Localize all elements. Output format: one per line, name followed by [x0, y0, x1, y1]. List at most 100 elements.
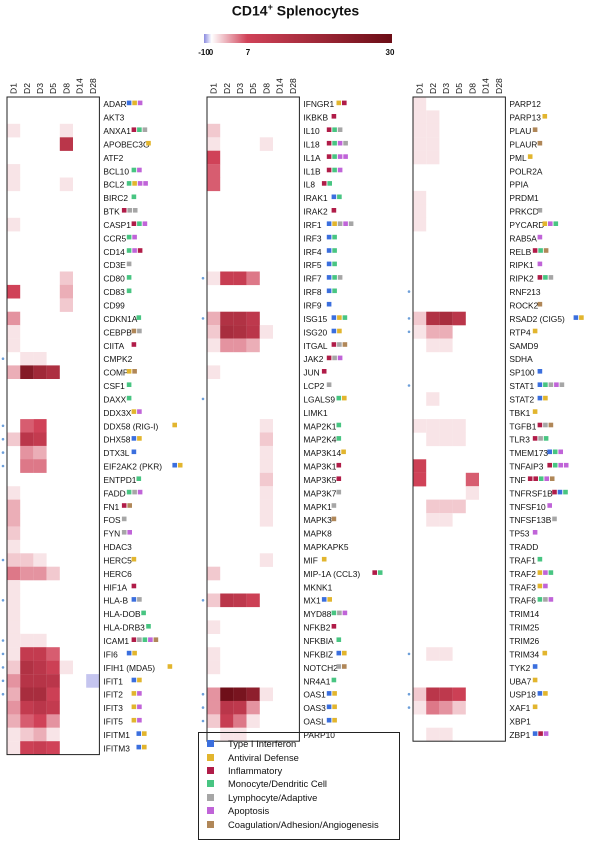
- category-marker: [332, 717, 337, 723]
- heat-cell: [413, 419, 427, 433]
- legend-label: Antiviral Defense: [228, 751, 299, 763]
- gene-label: IKBKB: [303, 113, 328, 123]
- gene-label: TNFSF10: [509, 502, 546, 512]
- heat-cell: [7, 660, 21, 675]
- significance-dot: [1, 639, 5, 642]
- category-marker: [337, 167, 343, 173]
- category-marker: [142, 731, 147, 736]
- heat-cell: [46, 727, 60, 742]
- category-marker: [537, 140, 543, 146]
- heat-cell: [246, 687, 260, 702]
- heat-cell: [233, 687, 247, 702]
- gene-label: MX1: [303, 596, 321, 606]
- heat-cell: [426, 110, 440, 124]
- column-label: D1: [415, 83, 425, 94]
- heat-cell: [20, 633, 34, 648]
- heat-cell: [452, 700, 466, 715]
- gene-label: TRAF6: [509, 596, 536, 606]
- gene-label: TBK1: [509, 408, 530, 418]
- category-marker: [537, 556, 543, 562]
- gene-label: TRIM34: [509, 649, 539, 659]
- category-marker: [326, 382, 332, 387]
- heat-cell: [413, 325, 427, 339]
- column-label: D14: [75, 78, 85, 94]
- category-marker: [121, 208, 127, 213]
- category-marker: [532, 248, 538, 253]
- gene-label: DTX3L: [103, 448, 129, 458]
- category-marker: [137, 691, 142, 696]
- category-marker: [137, 248, 143, 253]
- heat-cell: [7, 123, 21, 138]
- gene-label: TRAF1: [509, 556, 536, 566]
- heat-cell: [33, 633, 47, 648]
- category-marker: [343, 154, 348, 159]
- gene-label: ISG15: [303, 314, 327, 324]
- category-marker: [343, 221, 348, 226]
- gene-label: MAP3K14: [303, 448, 341, 458]
- category-marker: [137, 489, 143, 495]
- heat-cell: [259, 445, 273, 460]
- heat-cell: [259, 419, 273, 433]
- gene-label: TNF: [509, 475, 525, 485]
- category-marker: [337, 127, 343, 132]
- gene-label: TRADD: [509, 542, 538, 552]
- gene-label: USP18: [509, 690, 536, 700]
- heat-cell: [426, 150, 440, 165]
- gene-label: DDX3X: [103, 408, 131, 418]
- heat-cell: [207, 620, 221, 634]
- gene-label: ADAR: [103, 99, 126, 109]
- heat-cell: [413, 97, 427, 111]
- gene-label: IRF8: [303, 287, 321, 297]
- legend-label: Lymphocyte/Adaptive: [228, 791, 318, 803]
- category-marker: [557, 489, 563, 495]
- heat-cell: [207, 647, 221, 661]
- gene-label: IFITM3: [103, 743, 130, 753]
- gene-label: ZBP1: [509, 730, 530, 740]
- category-marker: [331, 342, 337, 347]
- column-label: D5: [248, 83, 258, 94]
- category-marker: [136, 744, 142, 750]
- heat-cell: [207, 687, 221, 702]
- category-marker: [132, 234, 137, 240]
- category-marker: [543, 395, 548, 401]
- heat-cell: [220, 593, 234, 608]
- category-marker: [326, 355, 332, 361]
- heat-cell: [207, 593, 221, 608]
- gene-label: IL8: [303, 180, 315, 190]
- gene-label: TLR3: [509, 435, 530, 445]
- category-marker: [527, 476, 533, 481]
- heat-cell: [7, 714, 21, 728]
- heat-cell: [59, 271, 73, 286]
- heat-cell: [439, 432, 453, 447]
- gene-label: TNFAIP3: [509, 462, 543, 472]
- category-marker: [337, 610, 342, 616]
- gene-label: BCL10: [103, 166, 129, 176]
- heat-cell: [59, 137, 73, 151]
- category-marker: [579, 315, 584, 320]
- heat-cell: [452, 687, 466, 702]
- significance-dot: [407, 384, 411, 387]
- category-marker: [326, 154, 332, 159]
- category-marker: [332, 288, 337, 294]
- gene-label: RAB5A: [509, 233, 537, 243]
- category-marker: [343, 140, 348, 146]
- significance-dot: [1, 451, 5, 454]
- gene-label: FOS: [103, 515, 121, 525]
- gene-label: HDAC3: [103, 542, 132, 552]
- heat-cell: [439, 513, 453, 527]
- heat-cell: [33, 553, 47, 567]
- heat-cell: [33, 660, 47, 675]
- heat-cell: [7, 432, 21, 447]
- category-marker: [538, 248, 543, 253]
- category-marker: [547, 503, 552, 508]
- category-marker: [332, 355, 337, 361]
- gene-label: IL1B: [303, 166, 321, 176]
- significance-dot: [201, 719, 205, 723]
- category-marker: [326, 234, 332, 240]
- category-marker: [153, 637, 159, 642]
- column-label: D2: [222, 83, 232, 94]
- heat-cell: [207, 660, 221, 675]
- heat-cell: [207, 365, 221, 379]
- heat-cell: [207, 338, 221, 353]
- category-marker: [342, 650, 347, 656]
